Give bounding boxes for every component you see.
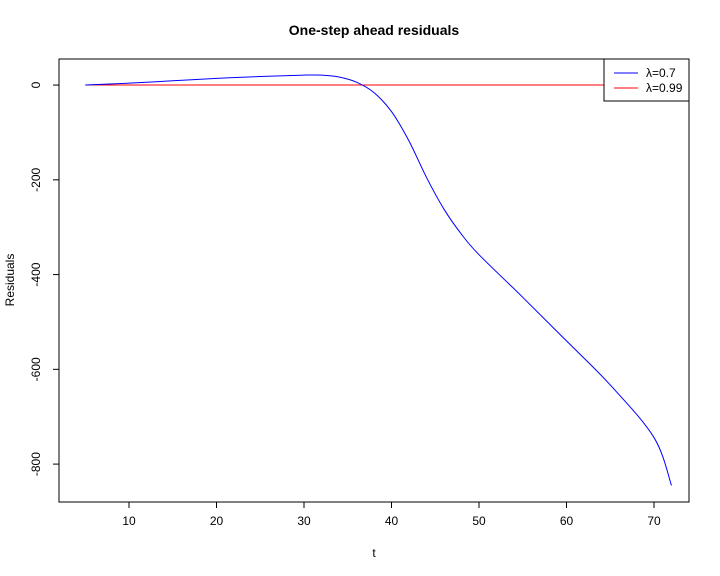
y-tick-label: -200: [29, 167, 43, 191]
y-axis: 0 -200 -400 -600 -800: [29, 81, 59, 476]
legend: λ=0.7 λ=0.99: [603, 58, 690, 102]
legend-label-lambda-0-99: λ=0.99: [646, 81, 683, 95]
chart-title: One-step ahead residuals: [289, 22, 460, 38]
y-tick-label: -800: [29, 452, 43, 476]
x-axis-label: t: [372, 546, 376, 560]
x-axis: 10 20 30 40 50 60 70: [122, 502, 661, 528]
x-tick-label: 60: [560, 514, 574, 528]
plot-frame: [58, 58, 690, 503]
series-layer: [85, 74, 672, 486]
y-tick-label: -400: [29, 262, 43, 286]
y-tick-label: 0: [29, 81, 43, 88]
y-axis-label: Residuals: [3, 254, 17, 307]
legend-label-lambda-0-7: λ=0.7: [646, 66, 676, 80]
legend-box: [603, 58, 690, 102]
x-tick-label: 40: [385, 514, 399, 528]
x-tick-label: 50: [472, 514, 486, 528]
x-tick-label: 30: [297, 514, 311, 528]
x-tick-label: 70: [647, 514, 661, 528]
y-tick-label: -600: [29, 357, 43, 381]
x-tick-label: 10: [122, 514, 136, 528]
x-tick-label: 20: [210, 514, 224, 528]
series-line-lambda-0-7: [85, 74, 672, 486]
